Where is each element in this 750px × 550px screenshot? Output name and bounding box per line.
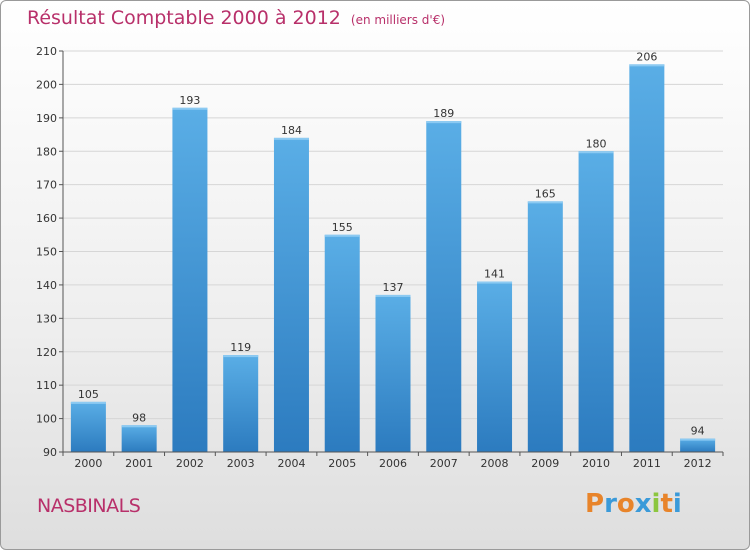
bar-2000 [70, 401, 106, 452]
data-label-2002: 193 [179, 94, 200, 107]
data-label-2011: 206 [636, 50, 657, 63]
x-tick-label-2003: 2003 [227, 457, 255, 470]
logo-letter: P [585, 489, 605, 519]
x-tick-label-2008: 2008 [481, 457, 509, 470]
logo-letter: o [616, 489, 635, 519]
logo-letter: t [660, 489, 673, 519]
y-tick-label: 120 [36, 346, 57, 359]
x-tick-label-2011: 2011 [633, 457, 661, 470]
data-label-2012: 94 [691, 425, 705, 438]
x-tick-label-2009: 2009 [531, 457, 559, 470]
bar-highlight-2010 [578, 151, 614, 154]
bar-highlight-2008 [477, 281, 513, 284]
bar-highlight-2000 [70, 401, 106, 404]
x-tick-label-2007: 2007 [430, 457, 458, 470]
y-tick-label: 200 [36, 78, 57, 91]
bar-highlight-2001 [121, 425, 157, 428]
logo-letter: i [651, 489, 661, 519]
y-tick-label: 90 [43, 446, 57, 459]
x-tick-label-2004: 2004 [277, 457, 305, 470]
logo-letter: x [634, 489, 652, 519]
bars: 105 98 193 119 184 155 137 189 141 165 180 206 94 [70, 50, 716, 453]
y-tick-label: 150 [36, 246, 57, 259]
chart-subtitle: (en milliers d'€) [350, 13, 446, 27]
x-tick-label-2000: 2000 [74, 457, 102, 470]
bar-2007 [426, 121, 462, 453]
bar-2004 [273, 137, 309, 452]
data-label-2007: 189 [433, 107, 454, 120]
bar-2001 [121, 425, 157, 452]
bar-highlight-2009 [527, 201, 563, 204]
logo-letter: i [672, 489, 682, 519]
bar-highlight-2006 [375, 294, 411, 297]
y-tick-label: 170 [36, 179, 57, 192]
place-name: NASBINALS [37, 495, 141, 517]
title-text: Résultat Comptable 2000 à 2012 [27, 7, 341, 29]
y-tick-label: 140 [36, 279, 57, 292]
y-tick-label: 100 [36, 413, 57, 426]
y-tick-label: 160 [36, 212, 57, 225]
data-label-2003: 119 [230, 341, 251, 354]
bar-2005 [324, 234, 360, 452]
bar-highlight-2011 [629, 64, 665, 67]
data-label-2004: 184 [281, 124, 302, 137]
y-tick-label: 130 [36, 312, 57, 325]
x-tick-label-2010: 2010 [582, 457, 610, 470]
proxiti-logo: Proxiti [585, 489, 682, 519]
bar-highlight-2005 [324, 234, 360, 237]
x-tick-label-2005: 2005 [328, 457, 356, 470]
bar-2010 [578, 151, 614, 452]
bar-highlight-2003 [223, 355, 259, 358]
data-label-2001: 98 [132, 411, 146, 424]
bar-2011 [629, 64, 665, 452]
bar-2002 [172, 107, 208, 452]
y-tick-label: 110 [36, 379, 57, 392]
data-label-2010: 180 [586, 137, 607, 150]
bar-2009 [527, 201, 563, 452]
data-label-2009: 165 [535, 187, 556, 200]
chart-title: Résultat Comptable 2000 à 2012 (en millie… [27, 7, 445, 29]
bar-highlight-2012 [680, 438, 716, 441]
data-label-2008: 141 [484, 268, 505, 281]
bar-highlight-2002 [172, 107, 208, 110]
bar-2012 [680, 438, 716, 452]
y-tick-label: 190 [36, 112, 57, 125]
bar-2006 [375, 294, 411, 452]
x-tick-label-2006: 2006 [379, 457, 407, 470]
x-tick-label-2001: 2001 [125, 457, 153, 470]
axes: 90 100 110 120 130 140 150 160 170 180 190 200 210 20… [36, 45, 724, 470]
data-label-2006: 137 [383, 281, 404, 294]
bar-2008 [477, 281, 513, 452]
x-tick-label-2002: 2002 [176, 457, 204, 470]
bar-highlight-2007 [426, 121, 462, 124]
data-label-2005: 155 [332, 221, 353, 234]
y-tick-label: 180 [36, 145, 57, 158]
bar-highlight-2004 [273, 137, 309, 140]
data-label-2000: 105 [78, 388, 99, 401]
logo-letter: r [604, 489, 617, 519]
x-tick-label-2012: 2012 [684, 457, 712, 470]
bar-2003 [223, 355, 259, 452]
y-tick-label: 210 [36, 45, 57, 58]
